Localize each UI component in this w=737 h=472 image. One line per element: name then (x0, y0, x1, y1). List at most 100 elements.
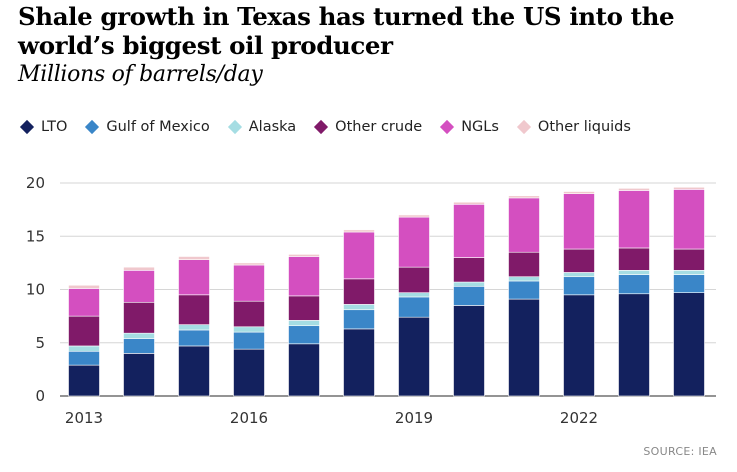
gridlines (60, 182, 716, 397)
bar-stack-2013 (68, 284, 100, 397)
bar-segment-other-liquids (618, 188, 650, 191)
bar-segment-gulf-of-mexico (123, 338, 155, 354)
bar-segment-gulf-of-mexico (673, 274, 705, 293)
bar-stack-2014 (123, 266, 155, 397)
bar-segment-lto (453, 305, 485, 397)
bar-stack-2020 (453, 201, 485, 397)
bar-segment-other-liquids (288, 254, 320, 257)
y-axis-ticks: 0 5 10 15 20 (26, 174, 45, 405)
bar-segment-ngls (68, 288, 100, 317)
bar-segment-lto (233, 348, 265, 397)
bar-stack-2024 (673, 186, 705, 397)
bar-segment-lto (343, 328, 375, 397)
bar-segment-gulf-of-mexico (453, 286, 485, 306)
bar-segment-ngls (288, 256, 320, 297)
bar-segment-alaska (563, 272, 595, 278)
bar-segment-other-liquids (398, 214, 430, 218)
bar-segment-lto (68, 364, 100, 397)
bar-segment-other-liquids (508, 195, 540, 199)
y-tick-label: 15 (26, 227, 45, 245)
bar-segment-alaska (453, 281, 485, 287)
bar-segment-gulf-of-mexico (508, 280, 540, 300)
bar-segment-gulf-of-mexico (68, 350, 100, 366)
chart-subtitle: Millions of barrels/day (18, 62, 263, 87)
bar-segment-other-crude (398, 266, 430, 293)
bar-segment-lto (618, 293, 650, 397)
bar-segment-ngls (233, 264, 265, 302)
bar-segment-other-liquids (343, 229, 375, 233)
bar-segment-ngls (123, 270, 155, 303)
bar-stack-2023 (618, 188, 650, 397)
bar-segment-ngls (563, 193, 595, 250)
legend-label: Other liquids (537, 119, 631, 135)
bar-segment-lto (398, 316, 430, 397)
bar-segment-ngls (508, 197, 540, 253)
bar-segment-other-crude (68, 315, 100, 347)
bar-segment-gulf-of-mexico (343, 309, 375, 330)
bar-segment-lto (673, 292, 705, 397)
legend-label: LTO (41, 119, 68, 135)
bar-segment-lto (563, 294, 595, 397)
bar-stack-2017 (288, 254, 320, 397)
bar-stack-2022 (563, 191, 595, 397)
bar-stack-2021 (508, 195, 540, 397)
legend-item-lto: LTO (19, 119, 68, 135)
bar-segment-other-liquids (68, 284, 100, 289)
bar-segment-lto (178, 345, 210, 397)
legend-label: Gulf of Mexico (106, 119, 210, 135)
bar-segment-gulf-of-mexico (233, 331, 265, 350)
bar-stack-2015 (178, 256, 210, 397)
bar-segment-ngls (178, 259, 210, 296)
legend-label: Other crude (335, 119, 423, 135)
bar-segment-other-liquids (233, 262, 265, 266)
bar-segment-alaska (68, 345, 100, 352)
bar-segment-alaska (288, 320, 320, 327)
bar-segment-gulf-of-mexico (288, 325, 320, 345)
bar-stack-2016 (233, 262, 265, 397)
bar-segment-other-liquids (673, 186, 705, 190)
bar-segment-other-liquids (178, 256, 210, 260)
x-tick-label: 2022 (560, 409, 598, 427)
bar-segment-other-crude (563, 248, 595, 273)
bar-segment-alaska (618, 270, 650, 275)
bar-stack-2019 (398, 214, 430, 397)
y-tick-label: 20 (26, 174, 45, 192)
bar-segment-alaska (343, 304, 375, 311)
x-tick-label: 2013 (65, 409, 103, 427)
bar-segment-lto (508, 298, 540, 397)
y-tick-label: 5 (35, 334, 45, 352)
x-tick-label: 2019 (395, 409, 433, 427)
y-tick-label: 10 (26, 281, 45, 299)
y-tick-label: 0 (35, 387, 45, 405)
legend-item-gulf-of-mexico: Gulf of Mexico (85, 119, 210, 135)
legend-item-other-crude: Other crude (314, 119, 422, 135)
bar-segment-other-crude (453, 257, 485, 283)
source-note: SOURCE: IEA (643, 445, 717, 458)
bar-segment-alaska (178, 324, 210, 331)
bar-segment-alaska (233, 326, 265, 333)
bar-segment-gulf-of-mexico (178, 329, 210, 347)
bar-segment-other-crude (618, 247, 650, 271)
bar-segment-other-crude (508, 251, 540, 278)
chart-legend: LTO Gulf of Mexico Alaska Other crude NGLs Ot… (19, 119, 649, 135)
bar-segment-gulf-of-mexico (618, 274, 650, 295)
bar-segment-other-liquids (453, 201, 485, 205)
legend-label: NGLs (461, 119, 499, 135)
chart-title: Shale growth in Texas has turned the US … (18, 2, 675, 60)
bars (68, 186, 705, 397)
bar-segment-gulf-of-mexico (398, 296, 430, 318)
bar-segment-other-crude (288, 295, 320, 321)
legend-item-alaska: Alaska (227, 119, 297, 135)
bar-segment-ngls (343, 231, 375, 280)
legend-label: Alaska (248, 119, 297, 135)
bar-segment-ngls (618, 190, 650, 249)
x-axis-ticks: 2013 2016 2019 2022 (65, 409, 598, 427)
bar-segment-alaska (673, 270, 705, 275)
bar-segment-alaska (398, 292, 430, 298)
bar-segment-other-crude (343, 278, 375, 305)
bar-segment-other-crude (123, 301, 155, 334)
bar-segment-ngls (453, 204, 485, 258)
legend-item-ngls: NGLs (440, 119, 499, 135)
legend-item-other-liquids: Other liquids (516, 119, 631, 135)
